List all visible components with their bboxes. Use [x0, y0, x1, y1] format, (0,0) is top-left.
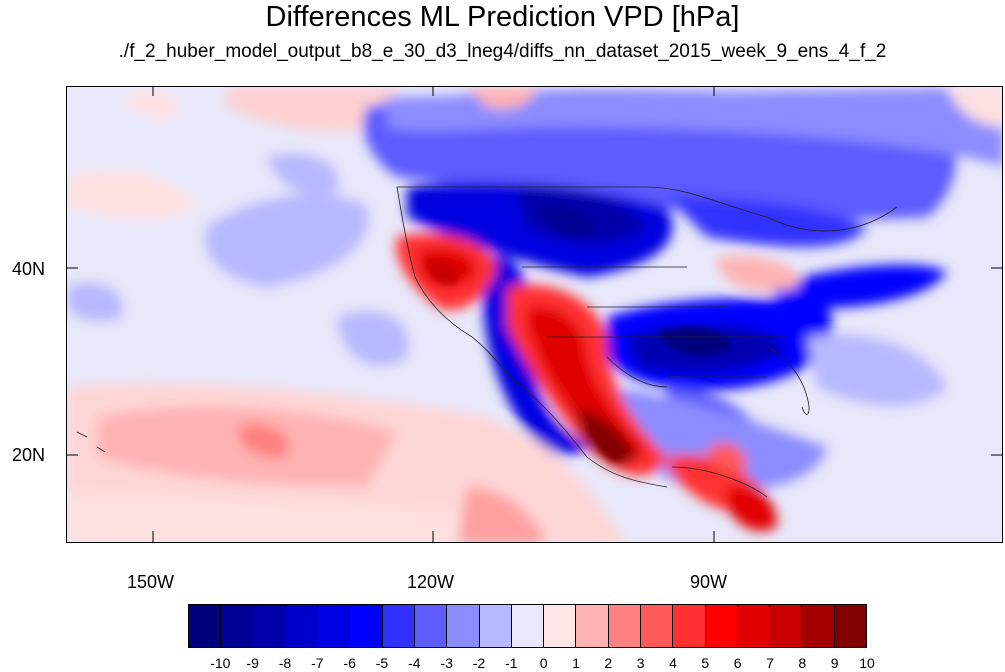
map-panel — [66, 86, 1003, 543]
colorbar-label: -2 — [472, 655, 486, 671]
colorbar-cell — [447, 605, 480, 647]
colorbar-cell — [479, 605, 512, 647]
high-anomaly-cores — [427, 205, 732, 461]
colorbar-cell — [802, 605, 835, 647]
colorbar-label: -8 — [278, 655, 292, 671]
colorbar-label: -4 — [408, 655, 421, 671]
colorbar-label: 9 — [830, 655, 839, 671]
colorbar-label: -6 — [343, 655, 356, 671]
map-title: Differences ML Prediction VPD [hPa] — [265, 1, 740, 33]
colorbar-label: 2 — [604, 655, 613, 671]
colorbar-label: -1 — [505, 655, 518, 671]
colorbar-cell — [705, 605, 738, 647]
colorbar-label: 0 — [539, 655, 548, 671]
lat-label-40n: 40N — [12, 259, 46, 279]
colorbar-label: 6 — [733, 655, 742, 671]
colorbar-cell — [350, 605, 383, 647]
colorbar-label: -9 — [246, 655, 259, 671]
coastlines — [76, 186, 898, 498]
colorbar-cell — [576, 605, 609, 647]
colorbar-cell — [414, 605, 448, 647]
colorbar-cell — [673, 605, 706, 647]
colorbar-label: -3 — [440, 655, 453, 671]
colorbar-label: 1 — [572, 655, 580, 671]
colorbar-cell — [285, 605, 319, 647]
colorbar-cell — [318, 605, 351, 647]
colorbar-cell — [511, 605, 545, 647]
colorbar-label: 4 — [669, 655, 677, 671]
colorbar-cell — [382, 605, 415, 647]
lon-label-120w: 120W — [407, 572, 455, 592]
colorbar-cell — [834, 605, 866, 647]
colorbar-label: -7 — [311, 655, 324, 671]
colorbar-labels: -10 -9 -8 -7 -6 -5 -4 -3 -2 -1 0 1 2 3 4 5 6 7 8 9 10 — [0, 655, 1005, 671]
colorbar-cell — [221, 605, 254, 647]
colorbar-cell — [770, 605, 803, 647]
colorbar-label: 10 — [859, 655, 875, 671]
colorbar-label: 3 — [636, 655, 645, 671]
colorbar-cell — [544, 605, 577, 647]
colorbar-label: 8 — [798, 655, 807, 671]
colorbar-label: 5 — [701, 655, 710, 671]
colorbar-cell — [737, 605, 771, 647]
colorbar-cell — [189, 605, 222, 647]
map-subtitle: ./f_2_huber_model_output_b8_e_30_d3_lneg… — [118, 41, 887, 62]
colorbar-label: -5 — [375, 655, 389, 671]
colorbar-label: 7 — [766, 655, 774, 671]
colorbar-cell — [253, 605, 286, 647]
vpd-difference-field — [67, 87, 1002, 542]
lon-label-90w: 90W — [690, 572, 728, 592]
colorbar — [188, 604, 867, 648]
colorbar-cell — [640, 605, 674, 647]
lat-label-20n: 20N — [12, 445, 46, 465]
colorbar-label: -10 — [210, 655, 231, 671]
colorbar-cell — [608, 605, 641, 647]
lon-label-150w: 150W — [127, 572, 175, 592]
